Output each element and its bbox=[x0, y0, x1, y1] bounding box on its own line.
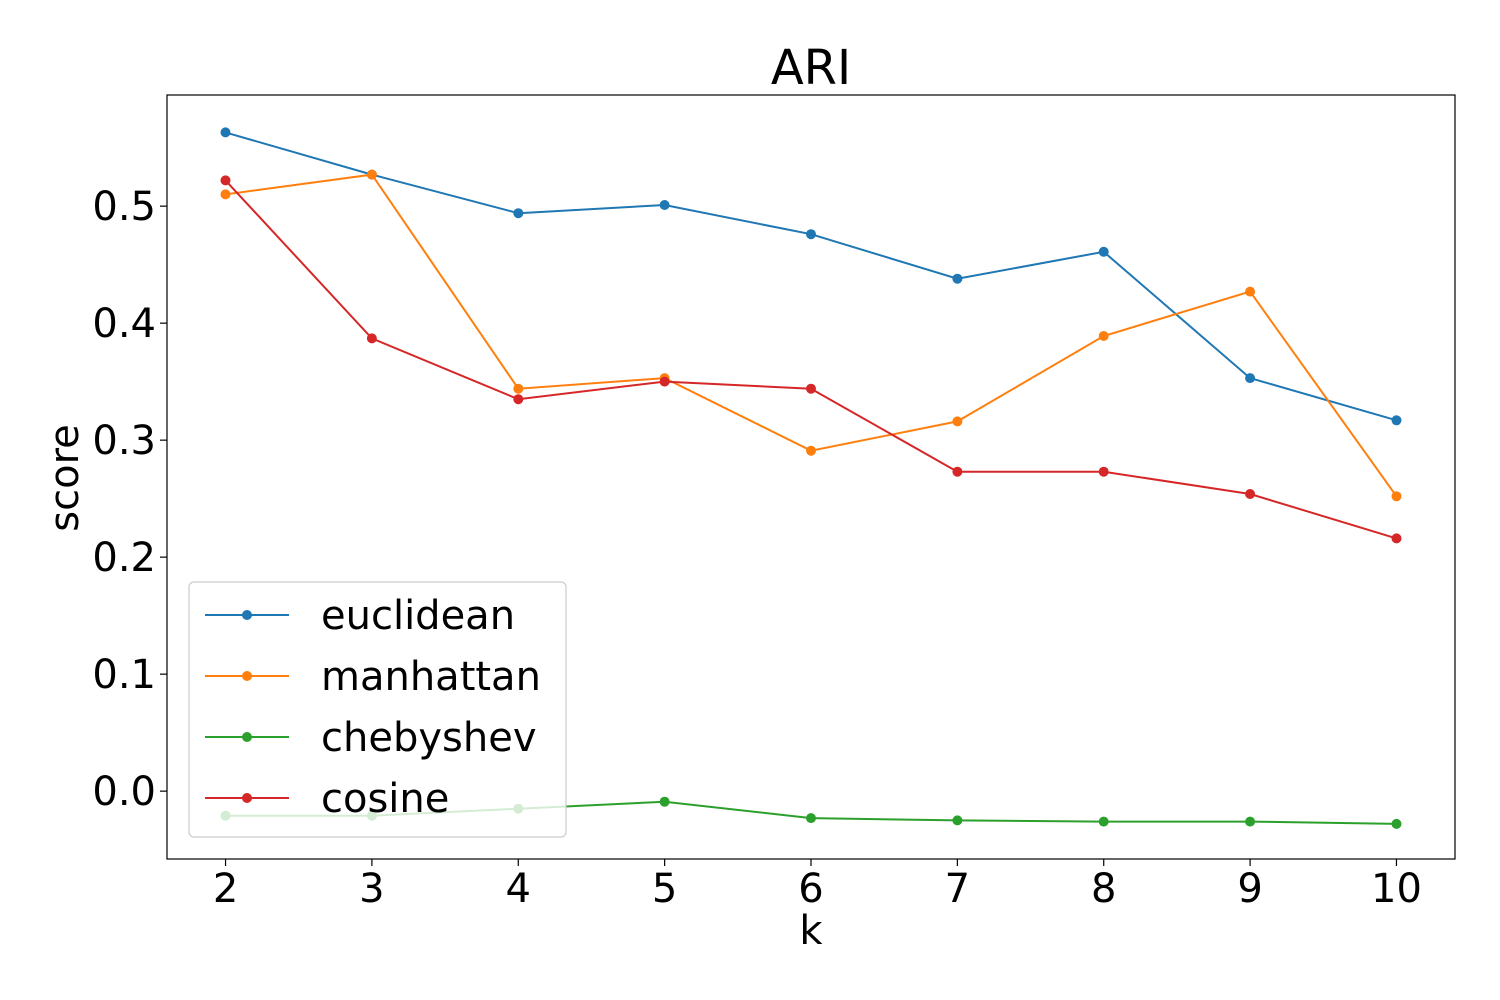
data-point-euclidean-k2 bbox=[220, 127, 231, 138]
x-tick-label: 9 bbox=[1237, 866, 1262, 912]
series-cosine bbox=[220, 175, 1402, 544]
series-line-euclidean bbox=[225, 131, 1397, 422]
data-point-chebyshev-k10 bbox=[1391, 818, 1402, 829]
data-point-chebyshev-k5 bbox=[659, 796, 670, 807]
y-tick-label: 0.2 bbox=[92, 535, 156, 581]
y-tick-label: 0.4 bbox=[92, 301, 156, 347]
y-tick-label: 0.5 bbox=[92, 184, 156, 230]
series-euclidean bbox=[220, 127, 1402, 426]
x-tick-label: 2 bbox=[213, 866, 238, 912]
x-tick-label: 10 bbox=[1371, 866, 1422, 912]
data-point-euclidean-k6 bbox=[806, 229, 816, 240]
data-point-euclidean-k7 bbox=[952, 273, 963, 284]
chart-title: ARI bbox=[771, 40, 851, 96]
data-point-euclidean-k4 bbox=[513, 208, 524, 219]
x-tick-label: 4 bbox=[506, 866, 531, 912]
legend-marker-chebyshev bbox=[242, 732, 252, 742]
data-point-manhattan-k2 bbox=[220, 189, 231, 200]
y-axis-label: score bbox=[42, 424, 88, 531]
y-tick-label: 0.0 bbox=[92, 769, 156, 815]
data-point-manhattan-k9 bbox=[1245, 286, 1256, 297]
data-point-cosine-k7 bbox=[952, 466, 963, 477]
legend: euclidean manhattan chebyshev cosine bbox=[188, 581, 567, 838]
data-point-cosine-k4 bbox=[513, 394, 524, 405]
data-point-manhattan-k10 bbox=[1391, 491, 1402, 502]
legend-label-euclidean: euclidean bbox=[321, 593, 515, 639]
data-point-chebyshev-k7 bbox=[952, 815, 963, 826]
data-point-cosine-k8 bbox=[1098, 466, 1109, 477]
y-tick-label: 0.1 bbox=[92, 652, 156, 698]
legend-marker-cosine bbox=[242, 793, 252, 803]
data-point-euclidean-k9 bbox=[1245, 373, 1256, 384]
data-point-cosine-k3 bbox=[366, 333, 377, 344]
legend-box bbox=[188, 581, 567, 838]
plot-area: 2 3 4 5 6 7 8 9 10 0.0 0.1 0.2 0.3 0.4 0.5 euclidean man… bbox=[92, 94, 1456, 912]
legend-marker-euclidean bbox=[242, 610, 252, 620]
x-tick-label: 7 bbox=[945, 866, 970, 912]
x-tick-label: 8 bbox=[1091, 866, 1116, 912]
data-point-cosine-k2 bbox=[220, 175, 231, 186]
data-point-chebyshev-k8 bbox=[1098, 816, 1109, 827]
data-point-cosine-k10 bbox=[1391, 533, 1402, 544]
series-manhattan bbox=[220, 169, 1402, 502]
data-point-chebyshev-k6 bbox=[806, 813, 816, 824]
data-point-euclidean-k10 bbox=[1391, 415, 1402, 426]
data-point-euclidean-k5 bbox=[659, 200, 670, 210]
data-point-cosine-k9 bbox=[1245, 489, 1256, 499]
data-point-chebyshev-k9 bbox=[1245, 816, 1256, 827]
x-tick-label: 5 bbox=[652, 866, 677, 912]
legend-marker-manhattan bbox=[242, 671, 252, 681]
x-tick-label: 6 bbox=[798, 866, 823, 912]
data-point-euclidean-k8 bbox=[1098, 246, 1109, 257]
legend-label-cosine: cosine bbox=[321, 776, 449, 822]
data-point-manhattan-k4 bbox=[513, 383, 524, 394]
data-point-manhattan-k3 bbox=[366, 169, 377, 180]
legend-label-chebyshev: chebyshev bbox=[321, 715, 537, 761]
data-point-manhattan-k7 bbox=[952, 416, 963, 427]
x-tick-label: 3 bbox=[359, 866, 384, 912]
data-point-manhattan-k6 bbox=[806, 445, 816, 456]
data-point-cosine-k6 bbox=[806, 383, 816, 394]
data-point-manhattan-k8 bbox=[1098, 331, 1109, 341]
x-axis-label: k bbox=[799, 908, 823, 954]
data-point-cosine-k5 bbox=[659, 376, 670, 387]
y-tick-label: 0.3 bbox=[92, 418, 156, 464]
legend-label-manhattan: manhattan bbox=[321, 654, 541, 700]
